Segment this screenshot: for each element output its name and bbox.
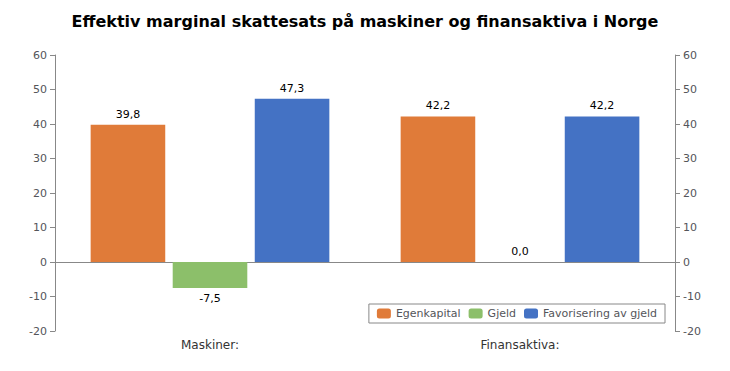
svg-text:60: 60 [33,49,47,62]
svg-text:20: 20 [33,187,47,200]
svg-text:30: 30 [683,152,697,165]
svg-text:30: 30 [33,152,47,165]
svg-text:0: 0 [40,256,47,269]
svg-text:-10: -10 [29,290,47,303]
svg-text:50: 50 [683,83,697,96]
svg-text:60: 60 [683,49,697,62]
svg-text:-7,5: -7,5 [199,292,220,305]
svg-text:Effektiv marginal skattesats p: Effektiv marginal skattesats på maskiner… [72,12,659,31]
svg-text:-20: -20 [683,325,701,338]
svg-text:47,3: 47,3 [280,82,305,95]
svg-text:42,2: 42,2 [426,99,451,112]
svg-text:Gjeld: Gjeld [488,307,516,320]
svg-text:0,0: 0,0 [511,245,529,258]
svg-text:50: 50 [33,83,47,96]
svg-text:0: 0 [683,256,690,269]
svg-text:Favorisering av gjeld: Favorisering av gjeld [543,307,657,320]
svg-text:39,8: 39,8 [116,108,141,121]
svg-text:-20: -20 [29,325,47,338]
svg-text:40: 40 [33,118,47,131]
svg-text:20: 20 [683,187,697,200]
svg-text:42,2: 42,2 [590,99,615,112]
svg-text:Finansaktiva:: Finansaktiva: [480,338,559,352]
svg-text:10: 10 [683,221,697,234]
svg-text:10: 10 [33,221,47,234]
svg-text:-10: -10 [683,290,701,303]
svg-text:Maskiner:: Maskiner: [181,338,239,352]
svg-text:Egenkapital: Egenkapital [396,307,461,320]
svg-text:40: 40 [683,118,697,131]
